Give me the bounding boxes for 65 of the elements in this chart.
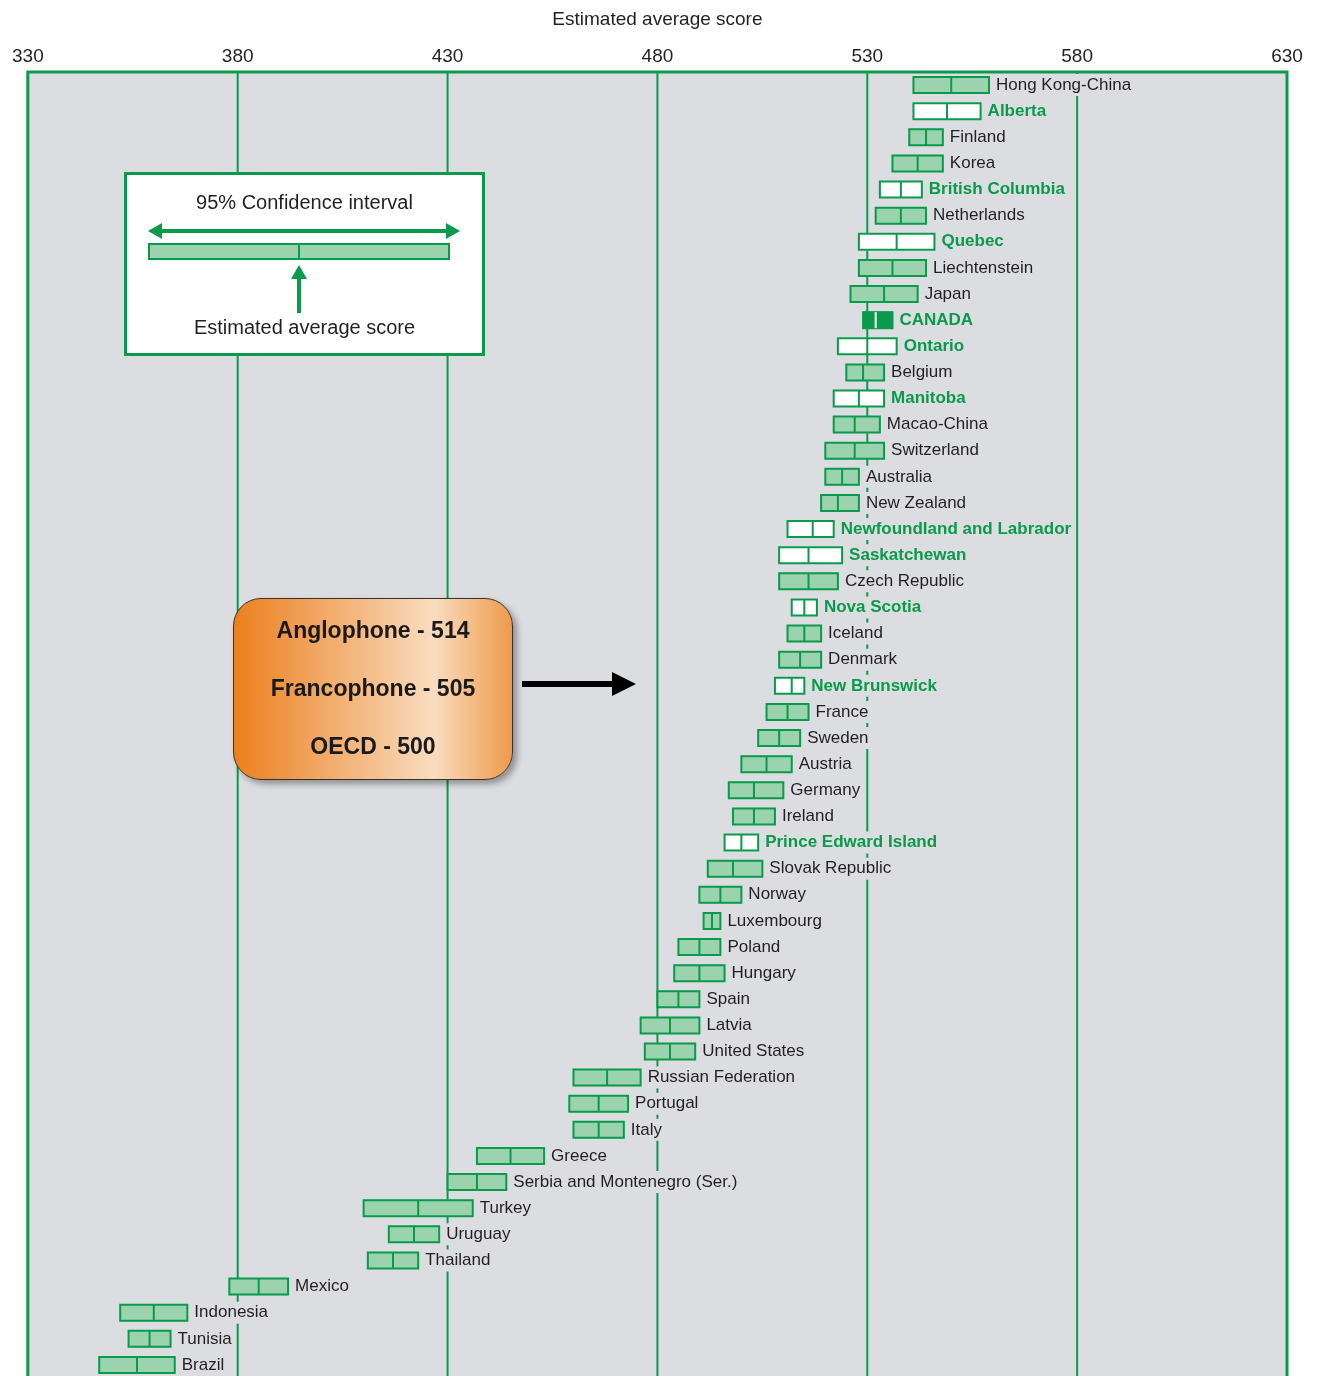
y-tick-label: Finland	[949, 126, 1006, 146]
y-tick-label: Luxembourg	[727, 910, 822, 930]
y-tick-label: Saskatchewan	[849, 544, 967, 564]
y-tick-label: Austria	[798, 753, 853, 773]
y-tick-label: Prince Edward Island	[765, 832, 938, 852]
y-tick-label: Indonesia	[194, 1302, 269, 1322]
y-tick-label: Macao-China	[886, 414, 989, 434]
y-tick-label: CANADA	[899, 309, 974, 329]
y-tick-label: Thailand	[425, 1250, 491, 1270]
x-tick-label: 530	[851, 44, 884, 66]
y-tick-label: Belgium	[891, 362, 953, 382]
y-tick-label: Russian Federation	[647, 1067, 796, 1087]
key-panel: 95% Confidence interval Estimated average score	[124, 172, 485, 356]
x-tick-label: 380	[221, 44, 254, 66]
y-tick-label: Norway	[748, 884, 807, 904]
y-tick-label: Korea	[949, 153, 996, 173]
y-tick-label: New Brunswick	[811, 675, 938, 695]
x-tick-label: 330	[12, 44, 44, 66]
y-tick-label: Ireland	[781, 806, 834, 826]
x-tick-label: 430	[431, 44, 464, 66]
y-tick-label: Turkey	[479, 1197, 532, 1217]
y-tick-label: Quebec	[941, 231, 1004, 251]
y-tick-label: Italy	[630, 1119, 663, 1139]
annotation: Francophone - 505	[269, 675, 477, 702]
y-tick-label: Uruguay	[446, 1224, 511, 1244]
y-tick-label: Australia	[865, 466, 933, 486]
x-axis-title: Estimated average score	[552, 7, 763, 29]
y-tick-label: Switzerland	[891, 440, 979, 460]
y-tick-label: Tunisia	[177, 1328, 233, 1348]
y-tick-label: Poland	[727, 936, 781, 956]
y-tick-label: Brazil	[181, 1354, 225, 1374]
y-tick-label: Czech Republic	[844, 571, 965, 591]
y-tick-label: Netherlands	[933, 205, 1025, 225]
annotation: Anglophone - 514	[275, 617, 471, 644]
y-tick-label: Latvia	[706, 1015, 753, 1035]
y-tick-label: Portugal	[635, 1093, 699, 1113]
y-tick-label: Serbia and Montenegro (Ser.)	[513, 1171, 738, 1191]
y-tick-label: Sweden	[807, 727, 869, 747]
y-tick-label: Mexico	[295, 1276, 349, 1296]
y-tick-label: Japan	[924, 283, 971, 303]
y-tick-label: Newfoundland and Labrador	[840, 518, 1072, 538]
y-tick-label: Greece	[551, 1145, 607, 1165]
y-tick-label: Germany	[790, 779, 861, 799]
x-tick-label: 480	[641, 44, 674, 66]
y-tick-label: Iceland	[828, 623, 883, 643]
x-tick-label: 630	[1271, 44, 1303, 66]
annotation: OECD - 500	[309, 733, 437, 760]
callout-panel: Anglophone - 514 Francophone - 505 OECD - 500	[233, 598, 513, 780]
y-tick-label: Denmark	[828, 649, 898, 669]
y-tick-label: Hungary	[731, 962, 797, 982]
y-tick-label: France	[815, 701, 869, 721]
y-tick-label: New Zealand	[865, 492, 967, 512]
y-tick-label: Liechtenstein	[933, 257, 1034, 277]
y-tick-label: Hong Kong-China	[996, 74, 1132, 94]
y-tick-label: British Columbia	[928, 179, 1066, 199]
y-tick-label: Nova Scotia	[823, 597, 922, 617]
y-tick-label: Slovak Republic	[769, 858, 892, 878]
y-tick-label: United States	[702, 1041, 805, 1061]
annotation: 95% Confidence interval	[195, 191, 414, 214]
y-tick-label: Spain	[706, 988, 750, 1008]
annotation: Estimated average score	[192, 316, 417, 339]
y-tick-label: Alberta	[987, 100, 1047, 120]
x-tick-label: 580	[1061, 44, 1093, 66]
y-tick-label: Manitoba	[891, 388, 967, 408]
y-tick-label: Ontario	[903, 335, 965, 355]
